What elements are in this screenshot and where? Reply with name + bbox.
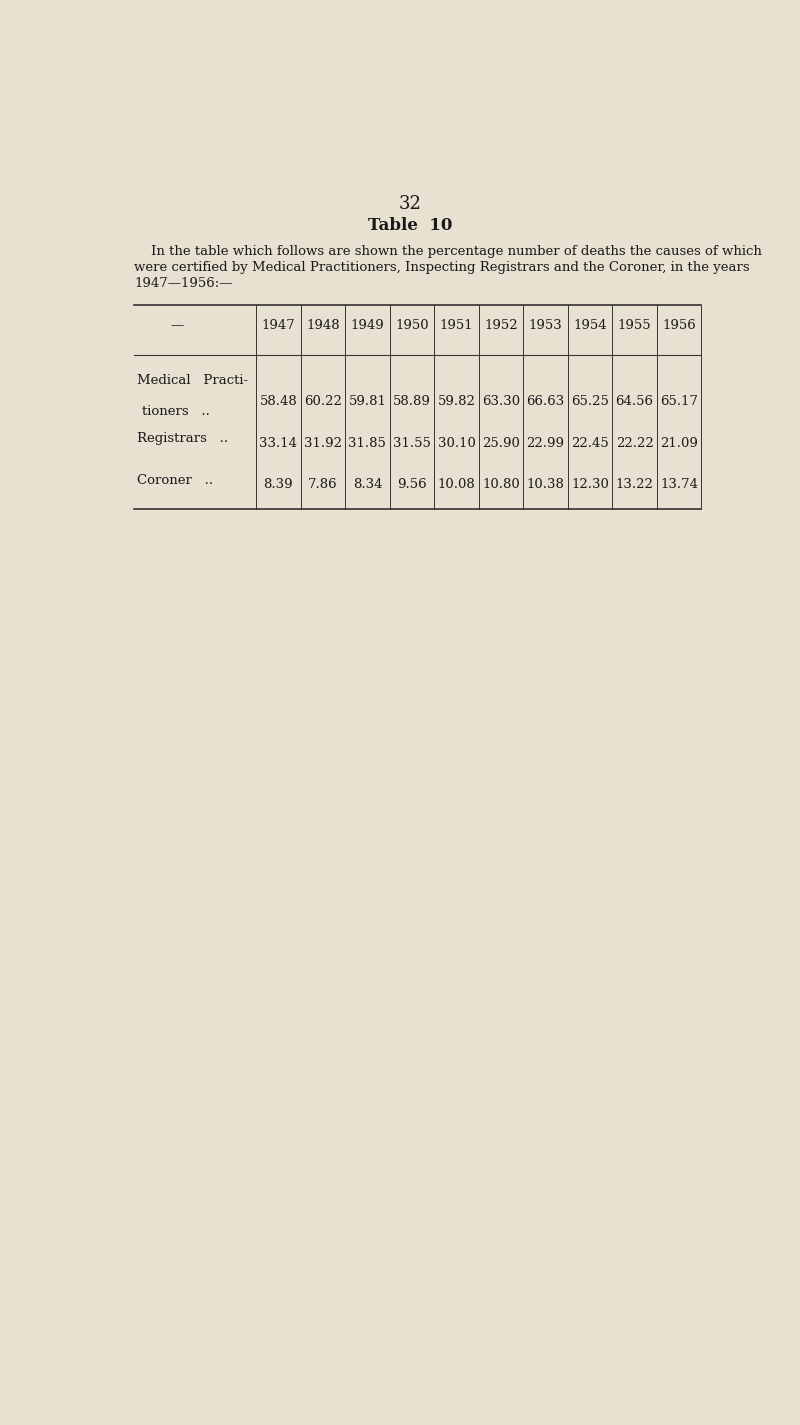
Text: In the table which follows are shown the percentage number of deaths the causes : In the table which follows are shown the… [134, 245, 762, 258]
Text: 33.14: 33.14 [259, 436, 298, 450]
Text: 12.30: 12.30 [571, 479, 609, 492]
Text: 22.99: 22.99 [526, 436, 565, 450]
Text: 65.17: 65.17 [660, 395, 698, 408]
Text: tioners   ..: tioners .. [142, 405, 210, 418]
Text: —: — [170, 319, 183, 332]
Text: 1950: 1950 [395, 319, 429, 332]
Text: 66.63: 66.63 [526, 395, 565, 408]
Text: 65.25: 65.25 [571, 395, 609, 408]
Text: 10.38: 10.38 [526, 479, 565, 492]
Text: 22.45: 22.45 [571, 436, 609, 450]
Text: 1956: 1956 [662, 319, 696, 332]
Text: 1954: 1954 [574, 319, 607, 332]
Text: 31.92: 31.92 [304, 436, 342, 450]
Text: were certified by Medical Practitioners, Inspecting Registrars and the Coroner, : were certified by Medical Practitioners,… [134, 261, 750, 274]
Text: 31.55: 31.55 [393, 436, 431, 450]
Text: 32: 32 [398, 195, 422, 214]
Text: Table  10: Table 10 [368, 217, 452, 234]
Text: 22.22: 22.22 [616, 436, 654, 450]
Text: 60.22: 60.22 [304, 395, 342, 408]
Text: 63.30: 63.30 [482, 395, 520, 408]
Text: 13.22: 13.22 [616, 479, 654, 492]
Text: 1953: 1953 [529, 319, 562, 332]
Text: 58.48: 58.48 [259, 395, 298, 408]
Text: 1947—1956:—: 1947—1956:— [134, 278, 233, 291]
Text: 1951: 1951 [440, 319, 474, 332]
Text: 59.81: 59.81 [349, 395, 386, 408]
Text: 9.56: 9.56 [397, 479, 426, 492]
Text: 30.10: 30.10 [438, 436, 475, 450]
Text: 13.74: 13.74 [660, 479, 698, 492]
Text: 1948: 1948 [306, 319, 340, 332]
Text: Registrars   ..: Registrars .. [138, 432, 228, 445]
Text: 1952: 1952 [484, 319, 518, 332]
Text: 59.82: 59.82 [438, 395, 475, 408]
Text: 10.08: 10.08 [438, 479, 475, 492]
Text: 1955: 1955 [618, 319, 651, 332]
Text: 21.09: 21.09 [660, 436, 698, 450]
Text: 8.39: 8.39 [263, 479, 293, 492]
Text: 1949: 1949 [350, 319, 384, 332]
Text: 8.34: 8.34 [353, 479, 382, 492]
Text: 64.56: 64.56 [616, 395, 654, 408]
Text: 58.89: 58.89 [393, 395, 431, 408]
Text: Medical   Practi-: Medical Practi- [138, 373, 248, 388]
Text: 25.90: 25.90 [482, 436, 520, 450]
Text: Coroner   ..: Coroner .. [138, 475, 214, 487]
Text: 1947: 1947 [262, 319, 295, 332]
Text: 31.85: 31.85 [349, 436, 386, 450]
Text: 7.86: 7.86 [308, 479, 338, 492]
Text: 10.80: 10.80 [482, 479, 520, 492]
